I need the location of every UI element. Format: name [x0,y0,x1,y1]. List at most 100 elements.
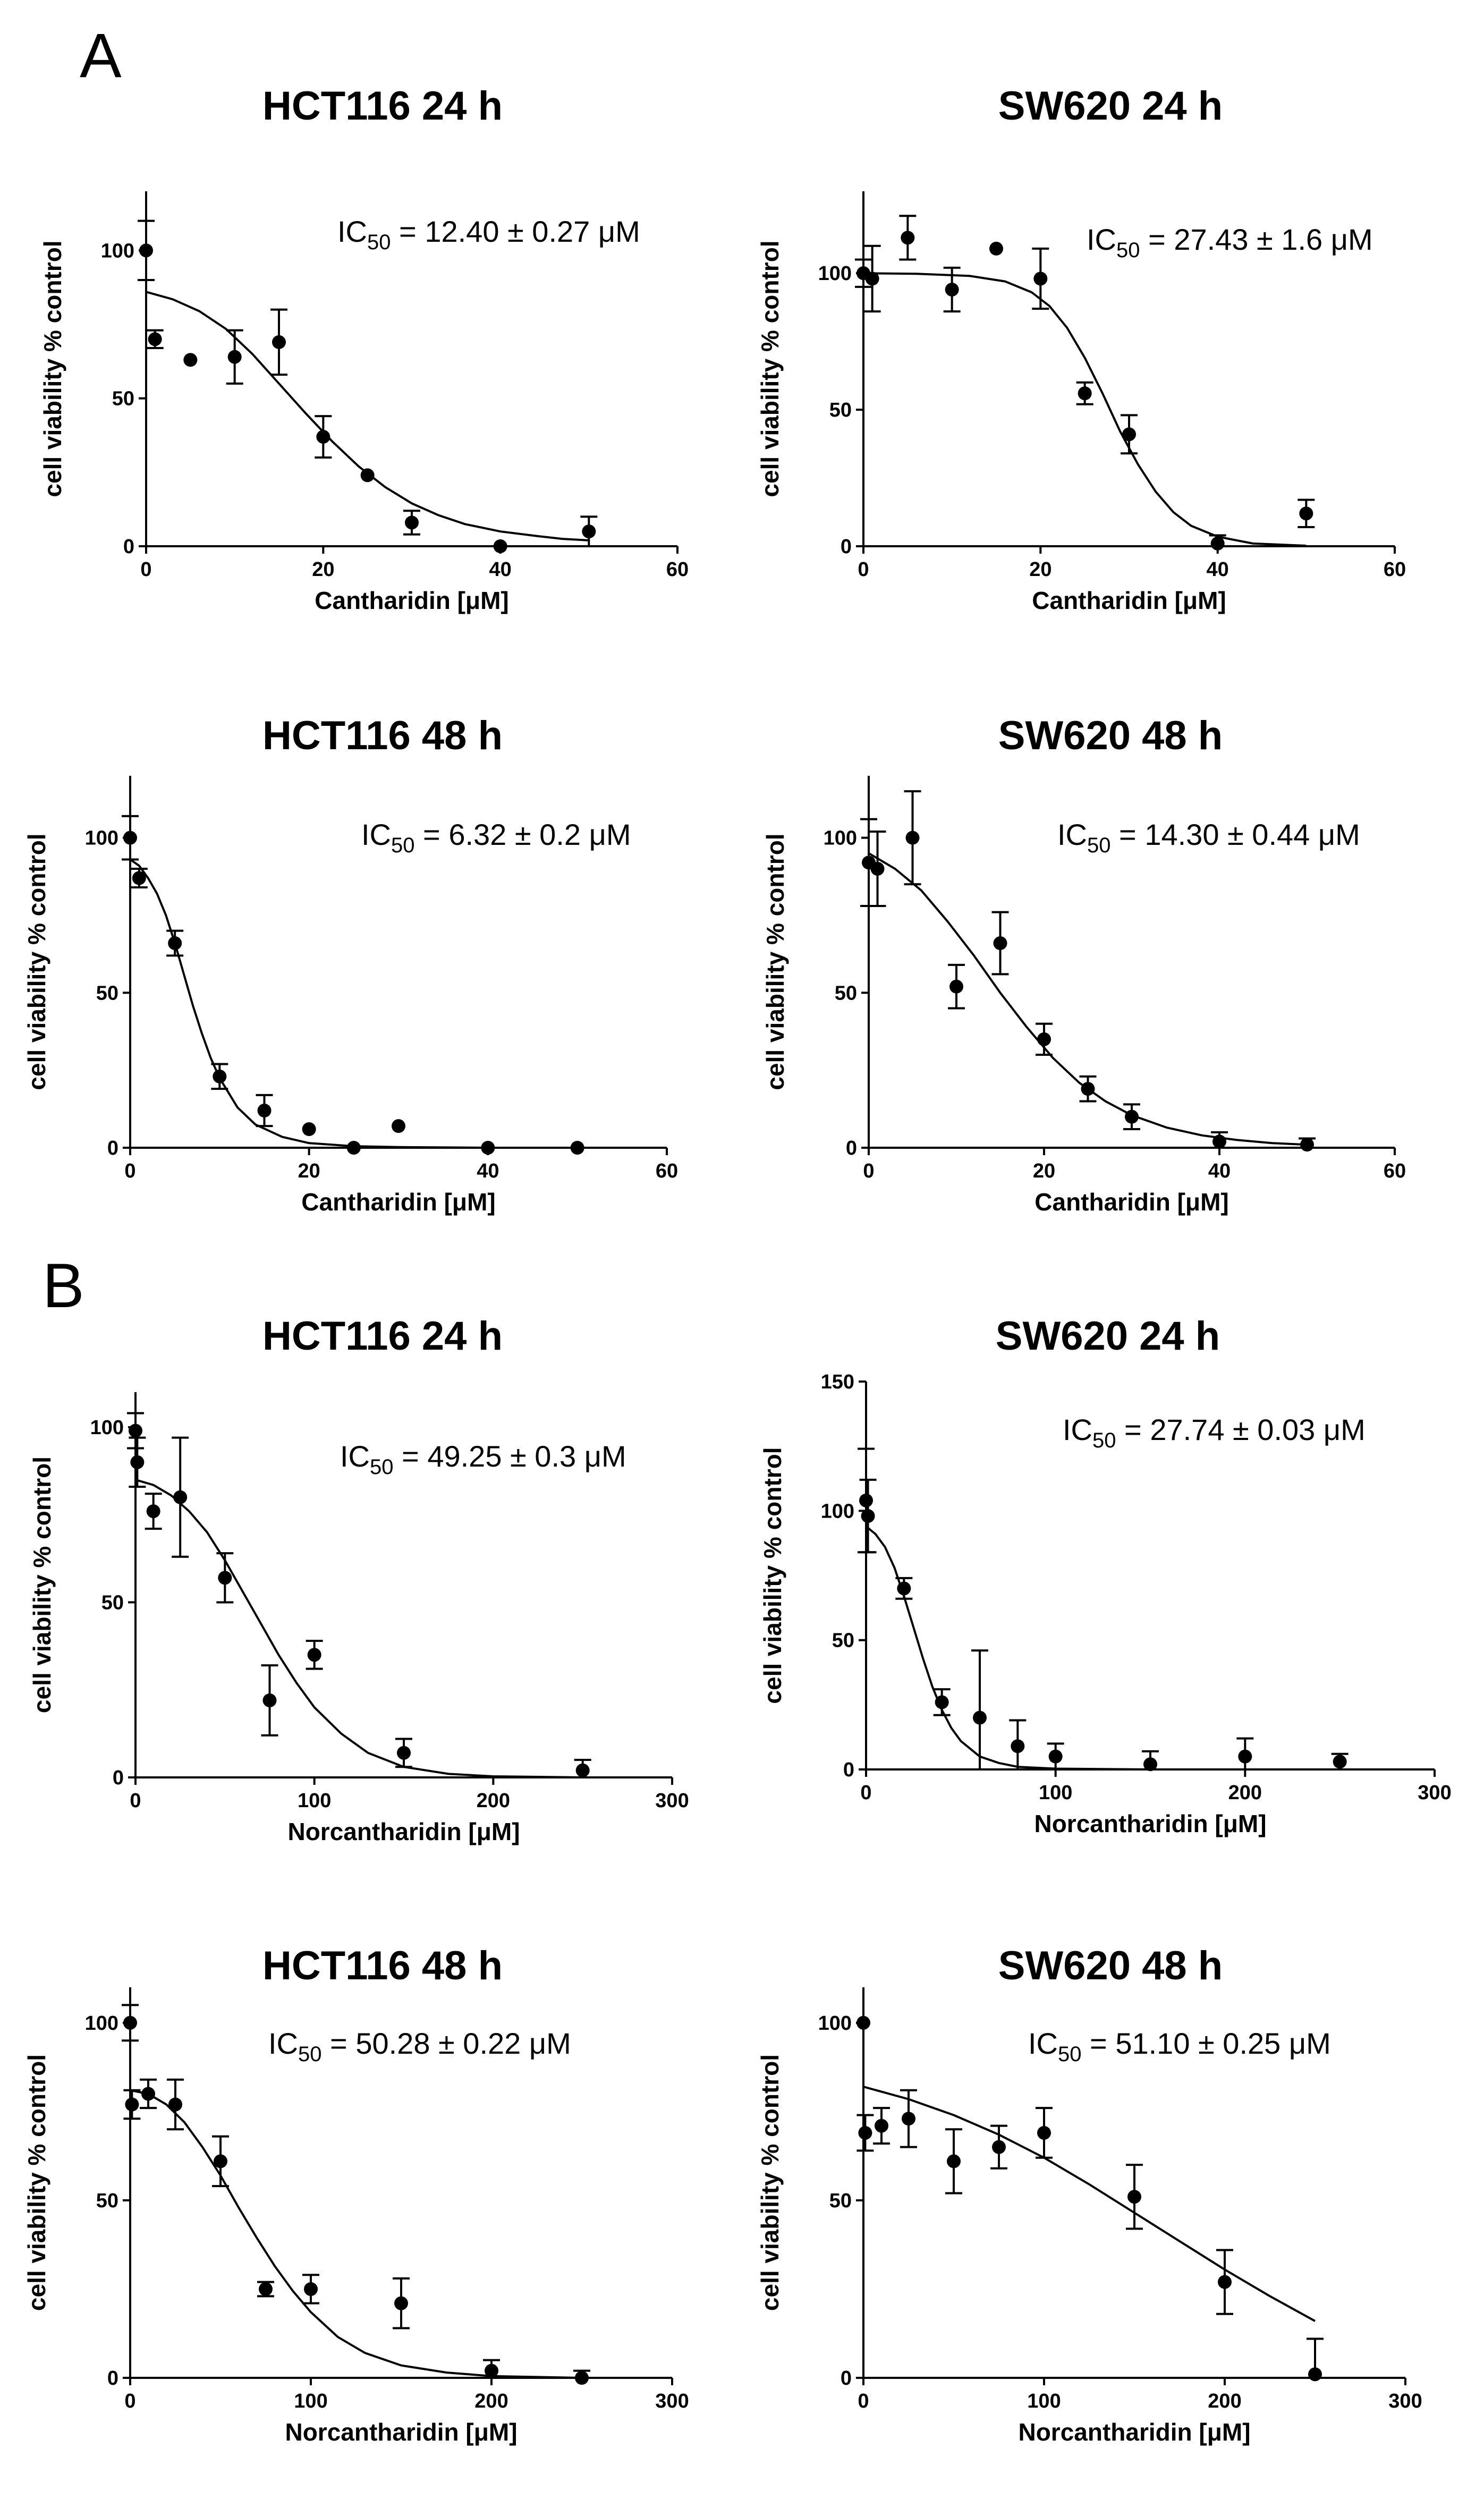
chart-2: SW620 24 h 0 20 40 60 0 50 100 Cantharidin [μM] c… [756,83,1406,614]
x-tick-label: 40 [1208,1160,1231,1182]
y-tick-label: 100 [821,1500,854,1522]
x-tick-label: 20 [312,558,334,581]
y-tick-label: 50 [835,982,857,1004]
x-tick-label: 60 [666,558,689,581]
x-axis-label: Cantharidin [μM] [1034,1188,1228,1216]
data-point [346,1141,361,1155]
chart-5: HCT116 24 h 0 100 200 300 0 50 100 Norcantharidi… [28,1314,689,1845]
y-tick-label: 100 [818,262,852,285]
chart-grid: HCT116 24 h 0 20 40 60 0 50 100 Cantharidin [μM]… [23,83,1452,2446]
y-axis-label: cell viability % control [756,2054,784,2311]
x-axis-label: Norcantharidin [μM] [1018,2418,1250,2446]
y-axis-label: cell viability % control [39,240,66,497]
y-axis-label: cell viability % control [28,1456,56,1713]
data-point [935,1695,949,1709]
data-point [1210,536,1225,550]
y-tick-label: 0 [107,1137,118,1159]
data-point [304,2282,318,2296]
ic50-annotation: IC50 = 49.25 ± 0.3 μM [340,1439,626,1479]
y-tick-label: 100 [85,2012,118,2035]
data-point [1300,1138,1314,1152]
x-tick-label: 0 [863,1160,874,1182]
data-point [1299,506,1313,521]
y-tick-label: 100 [824,827,857,850]
data-point [316,430,330,444]
y-tick-label: 50 [96,2190,118,2212]
data-point [902,2112,915,2126]
data-point [973,1710,987,1725]
x-tick-label: 300 [655,2390,689,2412]
data-point [168,2097,182,2112]
data-point [129,1424,142,1438]
data-point [861,1509,875,1523]
data-point [1122,427,1136,442]
fit-curve [129,858,578,1149]
x-tick-label: 300 [655,1790,689,1812]
data-point [870,862,885,876]
y-tick-label: 50 [829,399,852,421]
panel-label-a: A [80,21,122,91]
y-axis-label: cell viability % control [23,833,50,1090]
y-tick-label: 0 [107,2367,118,2390]
x-tick-label: 200 [1208,2390,1241,2412]
x-tick-label: 0 [858,2390,869,2412]
data-point [125,2097,139,2112]
data-point [146,1504,160,1519]
data-point [582,524,596,539]
data-point [905,831,920,845]
data-point [1308,2367,1322,2382]
data-point [257,1104,272,1117]
x-axis-label: Norcantharidin [μM] [285,2418,517,2446]
data-point [493,539,507,553]
x-tick-label: 100 [1027,2390,1061,2412]
x-tick-label: 60 [1384,558,1406,581]
data-point [1238,1749,1252,1764]
x-tick-label: 20 [1029,558,1051,581]
fit-curve [130,2089,582,2379]
y-tick-label: 0 [843,1759,854,1781]
x-tick-label: 20 [1033,1160,1055,1182]
x-tick-label: 20 [298,1160,320,1182]
x-axis-label: Cantharidin [μM] [301,1188,495,1216]
fit-curve [863,272,1307,547]
x-axis-label: Norcantharidin [μM] [287,1818,520,1845]
data-point [214,2154,227,2168]
fit-curve [865,1525,1340,1770]
data-point [132,871,146,885]
x-axis-label: Norcantharidin [μM] [1034,1810,1266,1837]
y-tick-label: 50 [96,982,118,1004]
data-point [397,1746,411,1760]
data-point [130,1455,145,1469]
y-axis-label: cell viability % control [761,833,789,1090]
x-axis-label: Cantharidin [μM] [315,587,508,614]
x-tick-label: 0 [140,558,151,581]
panel-label-b: B [43,1251,84,1321]
data-point [945,282,959,297]
x-tick-label: 0 [860,1782,871,1804]
data-point [272,335,286,349]
data-point [1011,1739,1025,1753]
data-point [1218,2275,1232,2289]
y-axis-label: cell viability % control [759,1447,786,1704]
data-point [859,1493,873,1507]
y-axis-label: cell viability % control [756,240,784,497]
data-point [992,2140,1006,2154]
x-tick-label: 0 [124,1160,135,1182]
data-point [360,468,375,482]
data-point [875,2119,888,2133]
data-point [307,1648,321,1662]
y-tick-label: 100 [818,2012,852,2035]
x-tick-label: 100 [1039,1782,1072,1804]
ic50-annotation: IC50 = 27.74 ± 0.03 μM [1063,1413,1366,1452]
data-point [394,2296,408,2310]
ic50-annotation: IC50 = 12.40 ± 0.27 μM [337,215,640,254]
y-tick-label: 50 [832,1630,854,1652]
y-tick-label: 50 [101,1591,124,1614]
y-tick-label: 100 [101,240,134,262]
data-point [1125,1109,1139,1124]
data-point [262,1693,277,1707]
data-point [858,2125,872,2140]
data-point [183,353,198,367]
data-point [148,332,162,346]
